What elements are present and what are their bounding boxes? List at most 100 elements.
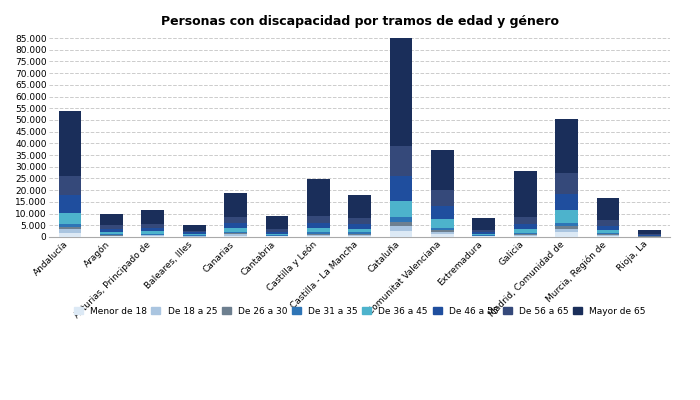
Bar xyxy=(307,236,330,237)
Bar xyxy=(596,226,620,230)
Bar xyxy=(431,232,454,234)
Bar xyxy=(59,229,81,233)
Bar xyxy=(596,230,620,233)
Bar xyxy=(224,233,247,234)
Bar xyxy=(349,236,371,237)
Title: Personas con discapacidad por tramos de edad y género: Personas con discapacidad por tramos de … xyxy=(161,15,559,28)
Bar xyxy=(390,146,412,176)
Bar xyxy=(265,232,288,234)
Bar xyxy=(596,236,620,237)
Bar xyxy=(473,218,496,230)
Bar xyxy=(224,234,247,236)
Bar xyxy=(431,219,454,228)
Bar xyxy=(349,218,371,224)
Bar xyxy=(596,235,620,236)
Bar xyxy=(100,214,122,225)
Bar xyxy=(431,190,454,206)
Bar xyxy=(514,234,537,236)
Bar xyxy=(390,231,412,237)
Bar xyxy=(596,234,620,235)
Bar xyxy=(141,234,164,235)
Bar xyxy=(555,229,578,232)
Bar xyxy=(265,234,288,235)
Bar xyxy=(390,226,412,231)
Bar xyxy=(100,225,122,229)
Bar xyxy=(183,234,206,235)
Bar xyxy=(59,227,81,229)
Bar xyxy=(224,236,247,237)
Bar xyxy=(349,224,371,229)
Bar xyxy=(100,229,122,232)
Bar xyxy=(307,232,330,234)
Bar xyxy=(265,229,288,232)
Bar xyxy=(265,236,288,237)
Bar xyxy=(390,176,412,201)
Bar xyxy=(59,233,81,237)
Bar xyxy=(596,220,620,226)
Bar xyxy=(596,198,620,220)
Bar xyxy=(224,216,247,223)
Bar xyxy=(224,232,247,233)
Bar xyxy=(555,172,578,194)
Bar xyxy=(224,228,247,232)
Bar xyxy=(224,193,247,216)
Bar xyxy=(555,194,578,210)
Bar xyxy=(59,224,81,227)
Bar xyxy=(514,232,537,234)
Bar xyxy=(183,232,206,234)
Bar xyxy=(431,228,454,230)
Bar xyxy=(473,234,496,235)
Bar xyxy=(349,234,371,236)
Bar xyxy=(141,224,164,228)
Bar xyxy=(59,212,81,224)
Bar xyxy=(638,235,661,236)
Bar xyxy=(349,229,371,232)
Bar xyxy=(141,210,164,224)
Bar xyxy=(638,230,661,234)
Bar xyxy=(638,234,661,235)
Bar xyxy=(100,234,122,235)
Bar xyxy=(555,232,578,237)
Bar xyxy=(390,201,412,217)
Legend: Menor de 18, De 18 a 25, De 26 a 30, De 31 a 35, De 36 a 45, De 46 a 55, De 56 a: Menor de 18, De 18 a 25, De 26 a 30, De … xyxy=(74,306,646,316)
Bar xyxy=(431,230,454,232)
Bar xyxy=(307,234,330,236)
Bar xyxy=(59,176,81,195)
Bar xyxy=(307,222,330,228)
Bar xyxy=(473,230,496,232)
Bar xyxy=(431,206,454,219)
Bar xyxy=(555,119,578,172)
Bar xyxy=(390,222,412,226)
Bar xyxy=(224,223,247,228)
Bar xyxy=(473,232,496,234)
Bar xyxy=(514,217,537,224)
Bar xyxy=(100,235,122,236)
Bar xyxy=(473,236,496,237)
Bar xyxy=(555,223,578,226)
Bar xyxy=(183,235,206,236)
Bar xyxy=(59,195,81,212)
Bar xyxy=(349,195,371,218)
Bar xyxy=(514,229,537,232)
Bar xyxy=(349,232,371,234)
Bar xyxy=(390,38,412,146)
Bar xyxy=(307,216,330,222)
Bar xyxy=(555,226,578,229)
Bar xyxy=(183,231,206,232)
Bar xyxy=(141,228,164,231)
Bar xyxy=(431,150,454,190)
Bar xyxy=(514,171,537,217)
Bar xyxy=(431,234,454,237)
Bar xyxy=(100,232,122,234)
Bar xyxy=(265,216,288,229)
Bar xyxy=(307,179,330,216)
Bar xyxy=(514,224,537,229)
Bar xyxy=(596,233,620,234)
Bar xyxy=(555,210,578,223)
Bar xyxy=(141,235,164,236)
Bar xyxy=(59,111,81,176)
Bar xyxy=(141,231,164,234)
Bar xyxy=(100,236,122,237)
Bar xyxy=(390,217,412,222)
Bar xyxy=(183,225,206,231)
